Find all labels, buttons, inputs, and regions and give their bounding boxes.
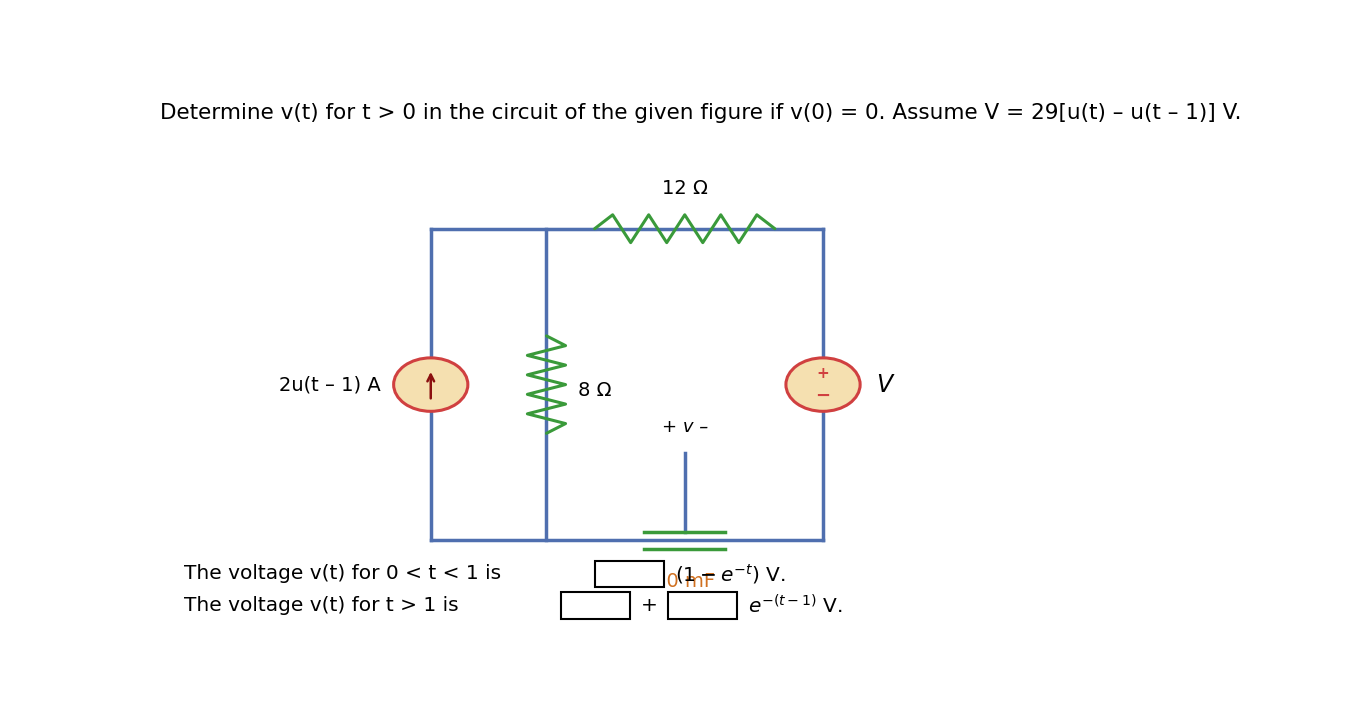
Text: $(1 - e^{-t})$ V.: $(1 - e^{-t})$ V.: [674, 562, 785, 586]
Text: 2u(t – 1) A: 2u(t – 1) A: [279, 375, 380, 394]
Text: −: −: [815, 387, 830, 405]
Text: The voltage v(t) for 0 < t < 1 is: The voltage v(t) for 0 < t < 1 is: [183, 565, 501, 583]
Text: 50 mF: 50 mF: [654, 572, 715, 591]
Ellipse shape: [394, 358, 468, 411]
FancyBboxPatch shape: [561, 592, 631, 619]
Text: 12 Ω: 12 Ω: [662, 179, 707, 198]
FancyBboxPatch shape: [595, 560, 663, 587]
Text: Determine v(t) for t > 0 in the circuit of the given figure if v(0) = 0. Assume : Determine v(t) for t > 0 in the circuit …: [160, 103, 1242, 124]
Ellipse shape: [785, 358, 860, 411]
Text: 8 Ω: 8 Ω: [579, 381, 611, 400]
FancyBboxPatch shape: [668, 592, 737, 619]
Text: V: V: [876, 372, 892, 397]
Text: +: +: [817, 367, 829, 382]
Text: + v –: + v –: [662, 419, 707, 437]
Text: $e^{-(t-1)}$ V.: $e^{-(t-1)}$ V.: [748, 594, 843, 617]
Text: +: +: [640, 596, 658, 615]
Text: The voltage v(t) for t > 1 is: The voltage v(t) for t > 1 is: [183, 596, 458, 615]
